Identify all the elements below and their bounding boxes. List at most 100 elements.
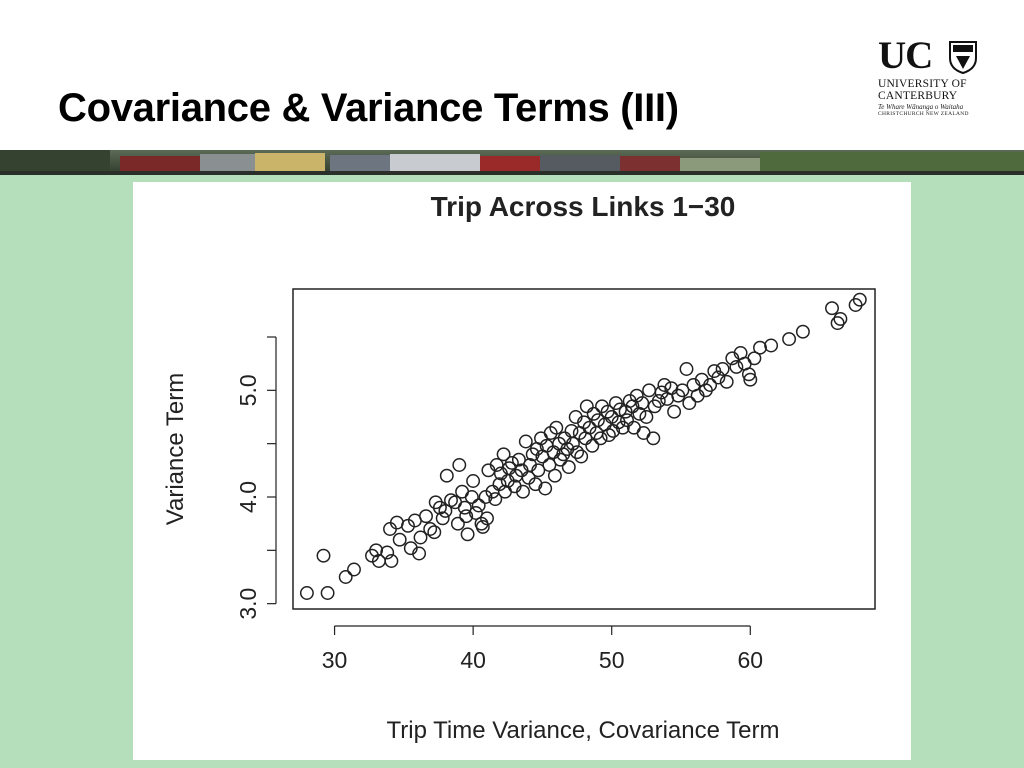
data-point xyxy=(450,516,465,531)
data-point xyxy=(455,484,470,499)
data-point xyxy=(657,378,672,392)
data-point xyxy=(636,426,651,440)
data-point xyxy=(338,570,353,584)
data-point xyxy=(682,396,697,411)
data-point xyxy=(582,420,597,435)
data-point xyxy=(747,351,762,366)
data-point xyxy=(711,370,726,385)
data-point xyxy=(715,362,730,376)
data-point xyxy=(590,413,605,428)
x-tick-label: 60 xyxy=(737,647,763,673)
data-point xyxy=(466,474,481,488)
data-point xyxy=(460,527,475,542)
data-point xyxy=(412,546,427,561)
logo-wordmark: UC xyxy=(878,34,933,77)
data-point xyxy=(635,396,650,411)
x-tick-label: 50 xyxy=(599,647,625,673)
data-point xyxy=(471,498,486,513)
scatter-points xyxy=(299,292,867,600)
slide-title: Covariance & Variance Terms (III) xyxy=(58,86,679,130)
data-point xyxy=(604,410,619,424)
data-point xyxy=(320,586,335,600)
logo-line-canterbury: CANTERBURY xyxy=(878,90,958,102)
data-point xyxy=(511,452,526,467)
data-point xyxy=(646,431,661,446)
data-point xyxy=(615,420,630,435)
data-point xyxy=(478,490,493,504)
data-point xyxy=(620,413,634,428)
data-point xyxy=(468,506,483,520)
data-point xyxy=(457,500,472,515)
data-point xyxy=(419,509,433,524)
plot-frame xyxy=(292,288,876,610)
logo-line-location: CHRISTCHURCH NEW ZEALAND xyxy=(878,111,969,117)
data-point xyxy=(825,301,839,316)
y-tick-label: 5.0 xyxy=(235,374,261,406)
data-point xyxy=(427,525,442,540)
university-logo: UC UNIVERSITY OF CANTERBURY Te Whare Wān… xyxy=(878,34,982,122)
data-point xyxy=(549,420,564,435)
chart-title: Trip Across Links 1−30 xyxy=(431,191,736,222)
x-axis-label: Trip Time Variance, Covariance Term xyxy=(386,717,779,744)
data-point xyxy=(496,447,511,462)
data-point xyxy=(741,367,756,382)
data-point xyxy=(384,554,399,568)
traffic-photo-banner xyxy=(0,150,1024,175)
data-point xyxy=(570,445,585,460)
data-point xyxy=(369,543,384,558)
data-point xyxy=(743,372,758,387)
logo-line-university: UNIVERSITY OF xyxy=(878,78,967,90)
data-point xyxy=(795,324,810,339)
data-point xyxy=(639,410,654,424)
data-point xyxy=(565,436,580,451)
scatter-chart: Trip Across Links 1−30 Trip Time Varianc… xyxy=(162,191,876,744)
data-point xyxy=(579,399,594,414)
data-point xyxy=(475,519,490,534)
axis-ticks: 30 40 50 60 3.0 4.0 5.0 xyxy=(235,336,763,673)
data-point xyxy=(632,406,647,421)
y-axis-label: Variance Term xyxy=(162,373,189,526)
data-point xyxy=(489,458,504,472)
data-point xyxy=(729,359,744,374)
data-point xyxy=(833,311,848,326)
data-point xyxy=(316,548,331,563)
data-point xyxy=(547,468,562,483)
x-tick-label: 40 xyxy=(460,647,486,673)
data-point xyxy=(753,340,767,355)
data-point xyxy=(435,511,450,526)
data-point xyxy=(439,468,454,483)
y-tick-label: 3.0 xyxy=(235,588,261,620)
data-point xyxy=(392,532,407,547)
crest-icon xyxy=(949,41,977,74)
data-point xyxy=(764,338,779,353)
data-point xyxy=(782,332,797,347)
data-point xyxy=(703,378,718,392)
data-point xyxy=(642,383,657,398)
data-point xyxy=(413,530,428,545)
data-point xyxy=(488,492,503,507)
data-point xyxy=(542,458,557,472)
data-point xyxy=(564,423,579,438)
data-point xyxy=(574,449,589,464)
x-tick-label: 30 xyxy=(322,647,348,673)
data-point xyxy=(480,511,494,526)
data-point xyxy=(830,316,845,331)
data-point xyxy=(401,518,415,533)
y-tick-label: 4.0 xyxy=(235,481,261,513)
data-point xyxy=(538,481,553,496)
data-point xyxy=(380,545,395,560)
data-point xyxy=(531,463,546,478)
data-point xyxy=(347,562,361,577)
data-point xyxy=(679,362,694,376)
data-point xyxy=(675,383,690,398)
data-point xyxy=(518,434,533,449)
data-point xyxy=(664,381,679,396)
data-point xyxy=(852,292,867,307)
data-point xyxy=(299,586,314,600)
plot-panel: Trip Across Links 1−30 Trip Time Varianc… xyxy=(133,182,911,760)
data-point xyxy=(452,458,467,472)
data-point xyxy=(438,503,453,518)
data-point xyxy=(561,460,576,475)
data-point xyxy=(585,438,600,453)
data-point xyxy=(459,509,474,524)
